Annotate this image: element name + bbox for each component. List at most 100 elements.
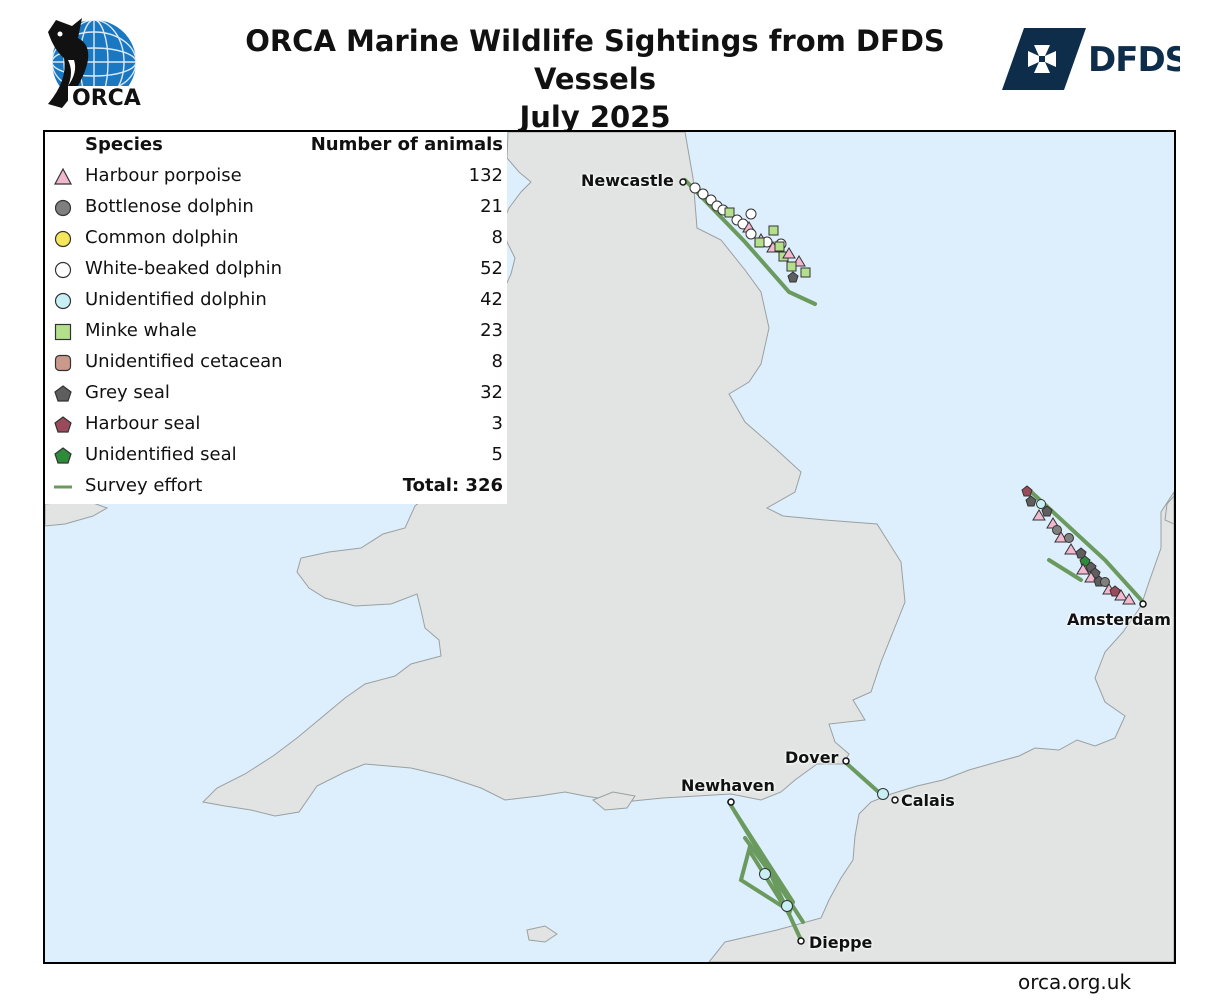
pentagon-icon bbox=[54, 385, 72, 402]
legend-row: Unidentified seal 5 bbox=[45, 440, 507, 471]
circle-icon bbox=[54, 230, 72, 248]
port-markers bbox=[679, 178, 1147, 945]
sightings-channel bbox=[759, 788, 889, 912]
track-newhaven-dieppe-b bbox=[733, 810, 796, 919]
orca-logo-text: ORCA bbox=[72, 86, 141, 111]
sighting-bottlenose-dolphin bbox=[1052, 525, 1062, 535]
port-marker-newhaven bbox=[727, 798, 735, 806]
sighting-minke-whale bbox=[768, 225, 779, 236]
sighting-harbour-porpoise bbox=[1032, 509, 1046, 521]
legend-row: Minke whale 23 bbox=[45, 316, 507, 347]
legend-species-name: Harbour seal bbox=[85, 413, 201, 434]
footer-url: orca.org.uk bbox=[1018, 970, 1132, 994]
sighting-bottlenose-dolphin bbox=[1100, 577, 1110, 587]
circle-icon bbox=[54, 292, 72, 310]
maltese-cross-icon bbox=[1028, 45, 1056, 73]
sighting-minke-whale bbox=[724, 207, 735, 218]
sighting-unidentified-dolphin bbox=[877, 788, 889, 800]
map-canvas bbox=[45, 132, 1174, 962]
sighting-minke-whale bbox=[754, 237, 765, 248]
legend-species-count: 8 bbox=[491, 351, 503, 372]
port-label-newcastle: Newcastle bbox=[581, 171, 674, 190]
legend-species-count: 5 bbox=[491, 444, 503, 465]
port-marker-amsterdam bbox=[1139, 600, 1147, 608]
sighting-white-beaked-dolphin bbox=[745, 228, 757, 240]
legend-species-name: Unidentified cetacean bbox=[85, 351, 283, 372]
sighting-grey-seal bbox=[1025, 495, 1037, 507]
legend-species-count: 3 bbox=[491, 413, 503, 434]
sighting-grey-seal bbox=[1075, 547, 1087, 559]
track-amsterdam-offshore bbox=[1025, 486, 1145, 604]
rounded-square-icon bbox=[54, 354, 72, 372]
port-marker-calais bbox=[891, 796, 899, 804]
legend-row: Harbour seal 3 bbox=[45, 409, 507, 440]
legend-total-count: Total: 326 bbox=[402, 475, 503, 496]
orca-whale-icon bbox=[48, 18, 89, 108]
square-icon bbox=[54, 323, 72, 341]
legend-species-name: Unidentified seal bbox=[85, 444, 237, 465]
land-continent bbox=[708, 491, 1174, 962]
sighting-grey-seal bbox=[787, 271, 799, 283]
legend-species-name: Common dolphin bbox=[85, 227, 239, 248]
sightings-amsterdam bbox=[1021, 485, 1136, 605]
track-newhaven-dieppe-c bbox=[743, 836, 805, 924]
legend-species-count: 23 bbox=[480, 320, 503, 341]
legend-species-name: Grey seal bbox=[85, 382, 170, 403]
sighting-unidentified-dolphin bbox=[1036, 499, 1046, 509]
sighting-harbour-porpoise bbox=[1114, 589, 1128, 601]
land-isle-of-wight bbox=[592, 791, 636, 811]
port-label-amsterdam: Amsterdam bbox=[1067, 610, 1171, 629]
legend-row: Harbour porpoise 132 bbox=[45, 161, 507, 192]
legend-row: Common dolphin 8 bbox=[45, 223, 507, 254]
legend: Species Number of animals Harbour porpoi… bbox=[45, 132, 507, 504]
legend-species-header: Species bbox=[85, 134, 163, 155]
sighting-white-beaked-dolphin bbox=[745, 208, 757, 220]
legend-species-name: Survey effort bbox=[85, 475, 203, 496]
legend-row: Unidentified cetacean 8 bbox=[45, 347, 507, 378]
title-line-2: July 2025 bbox=[519, 100, 671, 134]
sighting-bottlenose-dolphin bbox=[1064, 533, 1074, 543]
circle-icon bbox=[54, 261, 72, 279]
legend-species-name: Unidentified dolphin bbox=[85, 289, 267, 310]
sighting-white-beaked-dolphin bbox=[697, 188, 709, 200]
sighting-harbour-porpoise bbox=[1064, 543, 1078, 555]
sighting-white-beaked-dolphin bbox=[689, 182, 701, 194]
map-panel: Species Number of animals Harbour porpoi… bbox=[43, 130, 1176, 964]
sighting-unidentified-seal bbox=[1079, 555, 1091, 567]
sighting-harbour-porpoise bbox=[1054, 531, 1068, 543]
port-label-newhaven: Newhaven bbox=[681, 776, 775, 795]
port-label-dover: Dover bbox=[785, 748, 839, 767]
legend-row: Grey seal 32 bbox=[45, 378, 507, 409]
map-title: ORCA Marine Wildlife Sightings from DFDS… bbox=[180, 22, 1010, 136]
legend-species-name: Harbour porpoise bbox=[85, 165, 242, 186]
legend-row: Bottlenose dolphin 21 bbox=[45, 192, 507, 223]
dfds-logo-text: DFDS bbox=[1088, 40, 1180, 80]
land-dutch-island bbox=[1164, 495, 1174, 525]
title-line-1: ORCA Marine Wildlife Sightings from DFDS… bbox=[245, 24, 945, 96]
land-channel-islands bbox=[526, 925, 558, 943]
sightings-newcastle bbox=[689, 182, 811, 283]
line-icon bbox=[54, 485, 72, 489]
legend-row: White-beaked dolphin 52 bbox=[45, 254, 507, 285]
pentagon-icon bbox=[54, 416, 72, 433]
port-label-calais: Calais bbox=[901, 791, 955, 810]
legend-row: Survey effort Total: 326 bbox=[45, 471, 507, 502]
port-marker-dieppe bbox=[797, 937, 805, 945]
legend-species-count: 42 bbox=[480, 289, 503, 310]
legend-species-name: White-beaked dolphin bbox=[85, 258, 283, 279]
pentagon-icon bbox=[54, 447, 72, 464]
dfds-logo: DFDS bbox=[1002, 28, 1180, 90]
sighting-harbour-porpoise bbox=[782, 247, 796, 259]
sighting-harbour-porpoise bbox=[1122, 593, 1136, 605]
legend-species-count: 21 bbox=[480, 196, 503, 217]
sighting-harbour-seal bbox=[1021, 485, 1033, 497]
track-dover-calais bbox=[843, 760, 885, 798]
legend-species-count: 32 bbox=[480, 382, 503, 403]
circle-icon bbox=[54, 199, 72, 217]
sighting-harbour-porpoise bbox=[1076, 563, 1090, 575]
sighting-minke-whale bbox=[774, 241, 785, 252]
orca-logo: ORCA bbox=[48, 18, 142, 111]
port-marker-newcastle bbox=[679, 178, 687, 186]
port-label-dieppe: Dieppe bbox=[809, 933, 873, 952]
port-marker-dover bbox=[842, 757, 850, 765]
